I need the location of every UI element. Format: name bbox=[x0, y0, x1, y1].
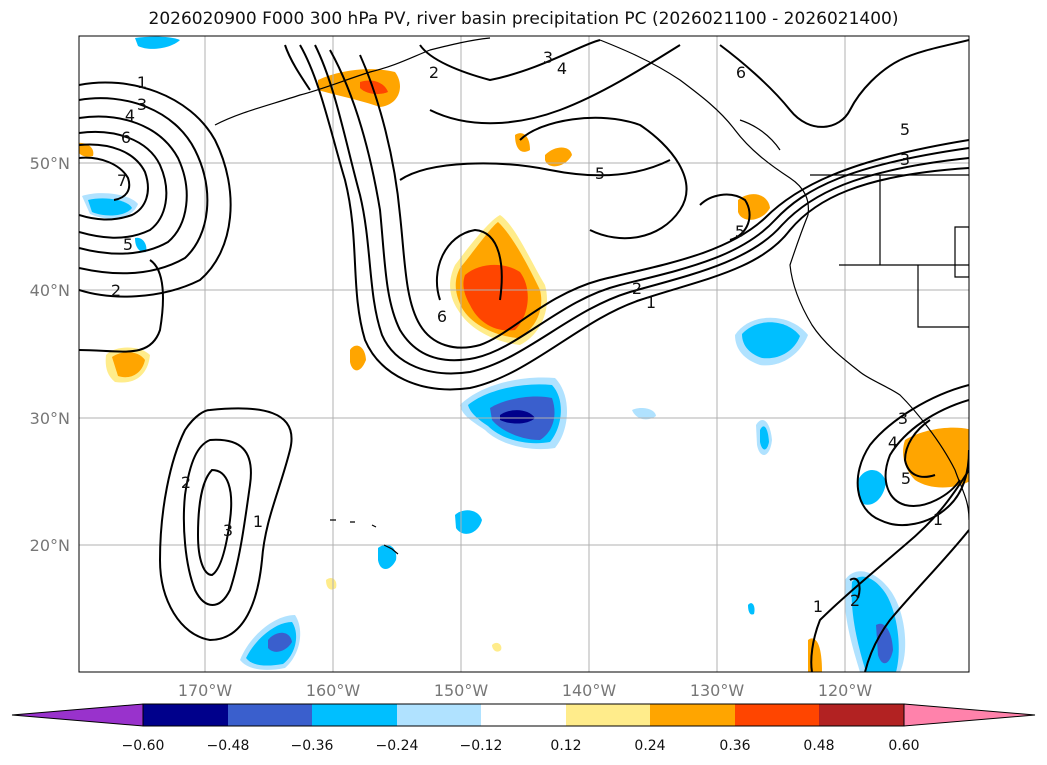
colorbar-outline bbox=[142, 703, 905, 727]
lon-tick: 150°W bbox=[434, 681, 489, 700]
contour-label: 5 bbox=[901, 469, 911, 488]
contour-label: 5 bbox=[123, 235, 133, 254]
pos-anomaly bbox=[79, 142, 94, 157]
colorbar-bin bbox=[312, 704, 397, 726]
contour-label: 1 bbox=[253, 512, 263, 531]
contour-label: 7 bbox=[117, 171, 127, 190]
lat-tick: 40°N bbox=[30, 281, 70, 300]
colorbar-bin bbox=[819, 704, 904, 726]
colorbar-bin bbox=[566, 704, 650, 726]
neg-anomaly bbox=[760, 426, 769, 450]
lat-tick: 20°N bbox=[30, 536, 70, 555]
colorbar-over-arrow bbox=[903, 703, 1036, 727]
coastlines bbox=[214, 37, 969, 555]
pv-contours bbox=[79, 39, 969, 672]
neg-anomaly bbox=[748, 603, 755, 615]
contour-label: 1 bbox=[933, 510, 943, 529]
contour-label: 3 bbox=[898, 409, 908, 428]
contour-label: 4 bbox=[125, 106, 135, 125]
map-area bbox=[79, 36, 969, 672]
contour-label: 3 bbox=[223, 521, 233, 540]
colorbar-tick: −0.24 bbox=[376, 738, 419, 754]
contour-label: 4 bbox=[557, 59, 567, 78]
colorbar-tick: 0.60 bbox=[888, 738, 919, 754]
lat-tick: 50°N bbox=[30, 154, 70, 173]
lon-tick: 160°W bbox=[306, 681, 361, 700]
pos-anomaly bbox=[318, 69, 400, 107]
contour-labels: 1 3 4 6 7 5 2 2 3 4 5 3 5 6 5 6 2 1 2 3 … bbox=[111, 48, 943, 616]
pos-anomaly bbox=[515, 133, 530, 152]
colorbar-tick: −0.60 bbox=[122, 738, 165, 754]
colorbar-tick: 0.12 bbox=[550, 738, 581, 754]
neg-anomaly bbox=[135, 237, 147, 253]
neg-anomaly bbox=[88, 198, 132, 216]
neg-anomaly bbox=[378, 544, 397, 569]
lon-tick: 120°W bbox=[818, 681, 873, 700]
pos-anomaly bbox=[112, 352, 145, 378]
contour-label: 5 bbox=[735, 222, 745, 241]
colorbar-tick-labels: −0.60 −0.48 −0.36 −0.24 −0.12 0.12 0.24 … bbox=[122, 738, 920, 754]
colorbar-bin bbox=[650, 704, 735, 726]
contour-label: 2 bbox=[850, 591, 860, 610]
neg-anomaly bbox=[632, 408, 656, 420]
map-title: 2026020900 F000 300 hPa PV, river basin … bbox=[148, 9, 899, 29]
colorbar-tick: 0.48 bbox=[803, 738, 834, 754]
pos-anomaly bbox=[492, 642, 502, 652]
lon-tick: 140°W bbox=[562, 681, 617, 700]
neg-anomaly-core bbox=[500, 410, 535, 424]
colorbar-bin bbox=[481, 704, 566, 726]
colorbar-bin bbox=[228, 704, 312, 726]
contour-label: 2 bbox=[181, 473, 191, 492]
pos-anomaly bbox=[545, 147, 572, 167]
contour-label: 1 bbox=[813, 597, 823, 616]
pos-anomaly-core bbox=[463, 264, 528, 331]
pos-anomaly bbox=[350, 345, 366, 371]
contour-label: 4 bbox=[888, 433, 898, 452]
precip-shading bbox=[79, 36, 969, 672]
contour-label: 3 bbox=[137, 95, 147, 114]
neg-anomaly-core bbox=[268, 632, 292, 652]
colorbar: −0.60 −0.48 −0.36 −0.24 −0.12 0.12 0.24 … bbox=[11, 703, 1036, 754]
contour-label: 3 bbox=[900, 150, 910, 169]
pos-anomaly bbox=[903, 427, 969, 488]
colorbar-bin bbox=[397, 704, 481, 726]
contour-label: 5 bbox=[595, 164, 605, 183]
colorbar-bin bbox=[143, 704, 228, 726]
lat-tick-labels: 50°N 40°N 30°N 20°N bbox=[30, 154, 70, 555]
colorbar-tick: −0.12 bbox=[460, 738, 503, 754]
contour-label: 6 bbox=[736, 63, 746, 82]
neg-anomaly bbox=[742, 322, 800, 359]
contour-label: 6 bbox=[121, 128, 131, 147]
contour-label: 2 bbox=[632, 279, 642, 298]
graticule bbox=[79, 36, 969, 672]
contour-label: 5 bbox=[900, 120, 910, 139]
contour-label: 6 bbox=[437, 307, 447, 326]
contour-label: 3 bbox=[543, 48, 553, 67]
pos-anomaly-core bbox=[360, 80, 388, 95]
contour-label: 1 bbox=[646, 293, 656, 312]
map-frame bbox=[78, 35, 970, 673]
lon-tick: 170°W bbox=[178, 681, 233, 700]
lat-tick: 30°N bbox=[30, 409, 70, 428]
colorbar-tick: 0.24 bbox=[634, 738, 665, 754]
contour-label: 2 bbox=[111, 281, 121, 300]
lon-tick: 130°W bbox=[690, 681, 745, 700]
neg-anomaly bbox=[455, 510, 482, 534]
colorbar-under-arrow bbox=[11, 703, 144, 727]
neg-anomaly bbox=[135, 36, 180, 49]
contour-label: 2 bbox=[429, 63, 439, 82]
lon-tick-labels: 170°W 160°W 150°W 140°W 130°W 120°W bbox=[178, 681, 873, 700]
colorbar-bin bbox=[735, 704, 819, 726]
pos-anomaly bbox=[326, 577, 337, 590]
neg-anomaly bbox=[858, 470, 886, 505]
colorbar-tick: 0.36 bbox=[719, 738, 750, 754]
contour-label: 1 bbox=[137, 73, 147, 92]
colorbar-tick: −0.48 bbox=[207, 738, 250, 754]
colorbar-tick: −0.36 bbox=[291, 738, 334, 754]
